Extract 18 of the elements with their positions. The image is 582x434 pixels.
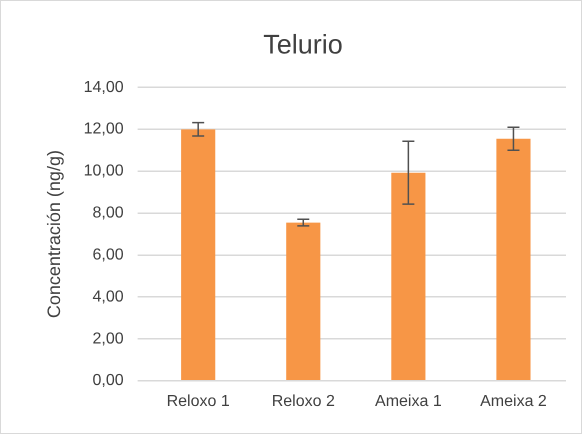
y-tick-label: 10,00 bbox=[84, 162, 124, 180]
chart-title: Telurio bbox=[263, 30, 343, 60]
y-tick-label: 0,00 bbox=[92, 372, 124, 390]
y-tick-label: 4,00 bbox=[92, 288, 124, 306]
y-tick-label: 8,00 bbox=[92, 204, 124, 222]
x-tick-label: Reloxo 2 bbox=[272, 392, 335, 410]
y-tick-label: 6,00 bbox=[92, 246, 124, 264]
y-tick-label: 2,00 bbox=[92, 330, 124, 348]
bar bbox=[286, 222, 320, 380]
y-tick-label: 14,00 bbox=[84, 78, 124, 96]
y-axis-title: Concentración (ng/g) bbox=[44, 150, 64, 318]
bar bbox=[391, 172, 426, 380]
bar bbox=[181, 129, 216, 380]
x-tick-label: Ameixa 1 bbox=[375, 392, 442, 410]
y-tick-label: 12,00 bbox=[84, 120, 124, 138]
x-tick-label: Ameixa 2 bbox=[480, 392, 547, 410]
x-tick-label: Reloxo 1 bbox=[166, 392, 230, 410]
bar bbox=[496, 138, 531, 380]
